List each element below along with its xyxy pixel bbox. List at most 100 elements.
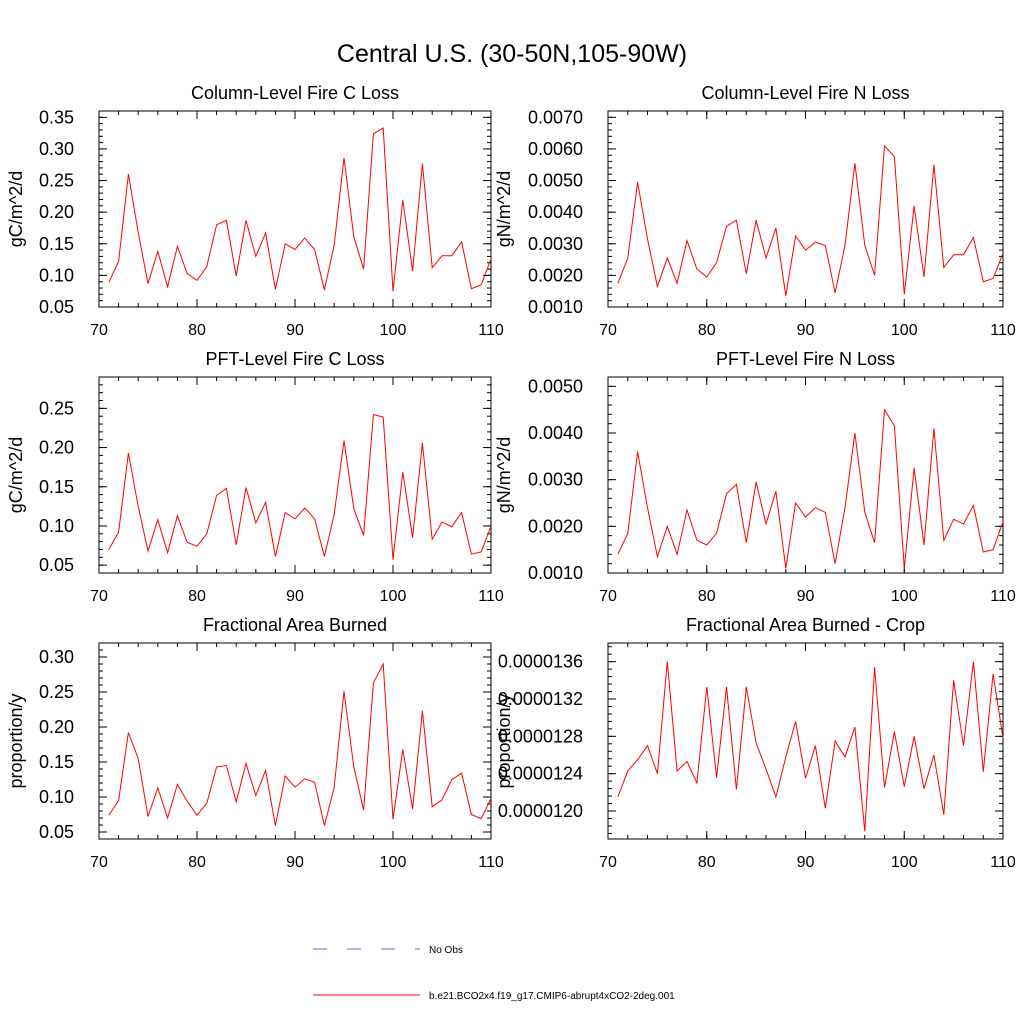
y-tick-label: 0.15 xyxy=(39,234,74,254)
y-tick-label: 0.25 xyxy=(39,171,74,191)
x-tick-label: 100 xyxy=(380,588,407,605)
y-tick-label: 0.0020 xyxy=(528,516,583,536)
legend-label-no-obs: No Obs xyxy=(429,945,463,956)
panel-title: Fractional Area Burned xyxy=(203,615,387,635)
panel-title: Column-Level Fire N Loss xyxy=(701,83,909,103)
legend-label-model: b.e21.BCO2x4.f19_g17.CMIP6-abrupt4xCO2-2… xyxy=(429,991,675,1002)
x-tick-label: 70 xyxy=(90,322,108,339)
x-tick-label: 110 xyxy=(990,588,1016,605)
panel-title: Column-Level Fire C Loss xyxy=(191,83,399,103)
y-tick-label: 0.10 xyxy=(39,787,74,807)
chart-panel-4: 70 80 90 100 110 0.0010 0.0020 0.0030 0.0040 0.00… xyxy=(494,349,1016,605)
y-tick-label: 0.0050 xyxy=(528,171,583,191)
y-tick-label: 0.10 xyxy=(39,265,74,285)
x-tick-label: 80 xyxy=(698,854,716,871)
series-line xyxy=(617,408,1004,569)
y-tick-label: 0.0050 xyxy=(528,376,583,396)
y-tick-label: 0.0000136 xyxy=(498,652,583,672)
x-tick-label: 80 xyxy=(698,322,716,339)
x-tick-label: 80 xyxy=(698,588,716,605)
x-tick-label: 70 xyxy=(599,854,617,871)
panel-title: Fractional Area Burned - Crop xyxy=(686,615,925,635)
y-tick-label: 0.0000124 xyxy=(498,764,583,784)
y-tick-label: 0.25 xyxy=(39,398,74,418)
figure-title: Central U.S. (30-50N,105-90W) xyxy=(337,40,687,68)
plot-frame xyxy=(607,376,1004,574)
x-tick-label: 110 xyxy=(478,854,504,871)
panel-title: PFT-Level Fire C Loss xyxy=(205,349,384,369)
x-tick-label: 70 xyxy=(90,588,108,605)
chart-panel-1: 70 80 90 100 110 0.05 0.10 0.15 0.20 0.25 0.30 0.35… xyxy=(6,83,504,339)
y-axis-label: gC/m^2/d xyxy=(6,437,26,513)
y-tick-label: 0.0040 xyxy=(528,423,583,443)
x-tick-label: 110 xyxy=(478,322,504,339)
y-tick-label: 0.10 xyxy=(39,516,74,536)
x-tick-label: 70 xyxy=(599,588,617,605)
y-tick-label: 0.0010 xyxy=(528,297,583,317)
y-tick-label: 0.05 xyxy=(39,555,74,575)
y-tick-label: 0.15 xyxy=(39,752,74,772)
x-tick-label: 70 xyxy=(599,322,617,339)
y-tick-label: 0.20 xyxy=(39,202,74,222)
y-tick-label: 0.0010 xyxy=(528,563,583,583)
series-line xyxy=(108,413,492,560)
plot-frame xyxy=(607,110,1004,308)
chart-panel-5: 70 80 90 100 110 0.05 0.10 0.15 0.20 0.25 0.30 Frac… xyxy=(6,615,504,871)
y-tick-label: 0.0020 xyxy=(528,265,583,285)
x-tick-label: 80 xyxy=(188,588,206,605)
chart-panel-6: 70 80 90 100 110 0.0000120 0.0000124 0.0000128 0… xyxy=(494,615,1016,871)
y-tick-label: 0.0070 xyxy=(528,107,583,127)
series-line xyxy=(108,662,492,826)
y-axis-label: proportion/y xyxy=(494,693,514,788)
y-tick-label: 0.30 xyxy=(39,647,74,667)
y-tick-label: 0.0030 xyxy=(528,470,583,490)
chart-panels: 70 80 90 100 110 0.05 0.10 0.15 0.20 0.25 0.30 0.35… xyxy=(6,83,1016,871)
plot-frame xyxy=(98,376,492,574)
x-tick-label: 80 xyxy=(188,322,206,339)
y-axis-label: gC/m^2/d xyxy=(6,171,26,247)
y-tick-label: 0.0040 xyxy=(528,202,583,222)
panel-title: PFT-Level Fire N Loss xyxy=(716,349,895,369)
x-tick-label: 100 xyxy=(380,322,407,339)
y-tick-label: 0.0060 xyxy=(528,139,583,159)
y-tick-label: 0.35 xyxy=(39,107,74,127)
x-tick-label: 110 xyxy=(990,854,1016,871)
x-tick-label: 100 xyxy=(891,854,918,871)
x-tick-label: 90 xyxy=(286,854,304,871)
y-tick-label: 0.30 xyxy=(39,139,74,159)
y-tick-label: 0.0000120 xyxy=(498,801,583,821)
y-tick-label: 0.0000128 xyxy=(498,726,583,746)
series-line xyxy=(108,127,492,292)
y-axis-label: gN/m^2/d xyxy=(494,171,514,247)
chart-panel-2: 70 80 90 100 110 0.0010 0.0020 0.0030 0.0040 0.00… xyxy=(494,83,1016,339)
y-tick-label: 0.20 xyxy=(39,717,74,737)
plot-frame xyxy=(98,110,492,308)
y-tick-label: 0.0000132 xyxy=(498,689,583,709)
x-tick-label: 80 xyxy=(188,854,206,871)
y-tick-label: 0.05 xyxy=(39,822,74,842)
x-tick-label: 90 xyxy=(286,322,304,339)
x-tick-label: 70 xyxy=(90,854,108,871)
x-tick-label: 110 xyxy=(478,588,504,605)
chart-panel-3: 70 80 90 100 110 0.05 0.10 0.15 0.20 0.25 PFT-Leve… xyxy=(6,349,504,605)
x-tick-label: 100 xyxy=(891,588,918,605)
x-tick-label: 100 xyxy=(380,854,407,871)
x-tick-label: 90 xyxy=(797,322,815,339)
y-axis-label: gN/m^2/d xyxy=(494,437,514,513)
x-tick-label: 110 xyxy=(990,322,1016,339)
y-tick-label: 0.20 xyxy=(39,438,74,458)
series-line xyxy=(617,661,1004,832)
y-axis-label: proportion/y xyxy=(6,693,26,788)
x-tick-label: 90 xyxy=(797,588,815,605)
plot-frame xyxy=(98,642,492,840)
y-tick-label: 0.05 xyxy=(39,297,74,317)
x-tick-label: 100 xyxy=(891,322,918,339)
x-tick-label: 90 xyxy=(797,854,815,871)
y-tick-label: 0.0030 xyxy=(528,234,583,254)
x-tick-label: 90 xyxy=(286,588,304,605)
y-tick-label: 0.15 xyxy=(39,477,74,497)
legend: No Obs b.e21.BCO2x4.f19_g17.CMIP6-abrupt… xyxy=(313,945,675,1002)
y-tick-label: 0.25 xyxy=(39,682,74,702)
series-line xyxy=(617,144,1004,296)
